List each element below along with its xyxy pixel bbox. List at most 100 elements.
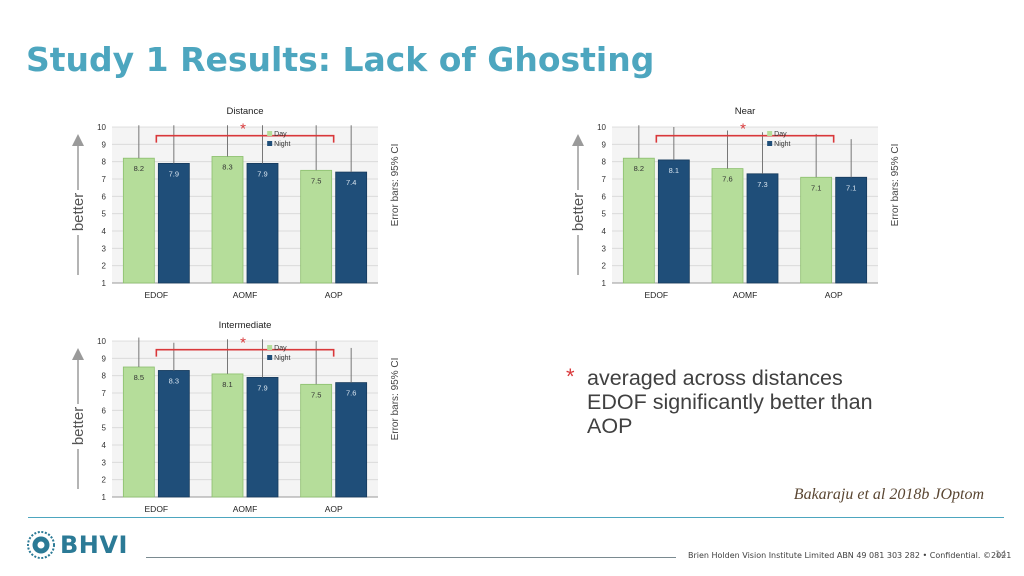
- bar-night: [157, 370, 190, 498]
- slide-title: Study 1 Results: Lack of Ghosting: [26, 40, 655, 79]
- chart-title: Distance: [227, 106, 264, 117]
- y-tick-label: 10: [597, 123, 606, 132]
- bar-night: [157, 163, 190, 284]
- legend-swatch: [767, 141, 773, 146]
- data-label: 8.2: [134, 164, 144, 173]
- x-tick-label: EDOF: [645, 290, 669, 300]
- data-label: 7.6: [722, 175, 732, 184]
- y-tick-label: 10: [97, 337, 106, 346]
- data-label: 8.2: [634, 164, 644, 173]
- data-label: 7.4: [346, 178, 356, 187]
- bar-night: [835, 176, 868, 284]
- y-tick-label: 8: [102, 372, 107, 381]
- legend-label: Night: [274, 141, 290, 148]
- y-axis-label: better: [70, 407, 87, 445]
- legend-label: Night: [274, 355, 290, 362]
- y-tick-label: 1: [102, 279, 107, 288]
- data-label: 7.9: [257, 169, 267, 178]
- y-tick-label: 9: [102, 140, 107, 149]
- better-arrow-head: [72, 134, 84, 146]
- y-tick-label: 10: [97, 123, 106, 132]
- x-tick-label: AOMF: [733, 290, 758, 300]
- legend-label: Day: [274, 131, 287, 138]
- better-arrow-head: [72, 348, 84, 360]
- bar-day: [300, 169, 333, 284]
- legend-swatch: [267, 141, 273, 146]
- y-tick-label: 7: [602, 175, 607, 184]
- legend-swatch: [267, 345, 273, 350]
- bar-day: [122, 157, 155, 284]
- bar-night: [246, 377, 279, 498]
- significance-star: *: [740, 121, 746, 138]
- data-label: 7.1: [811, 183, 821, 192]
- chart-title: Near: [735, 106, 756, 117]
- y-tick-label: 5: [602, 210, 607, 219]
- note-line-2: EDOF significantly better than: [587, 390, 873, 414]
- y-axis-label: better: [570, 193, 587, 231]
- y-tick-label: 1: [102, 493, 107, 502]
- y-tick-label: 8: [102, 158, 107, 167]
- y-tick-label: 4: [602, 227, 607, 236]
- chart-near: Near 1 2 3 4 5 6 7 8 9 10 8.2 8.1 EDOF 7.6 7.3 AOMF 7.1 7.…: [570, 106, 901, 300]
- y-tick-label: 4: [102, 441, 107, 450]
- footer-line: [146, 557, 676, 558]
- bar-day: [211, 373, 244, 498]
- y-tick-label: 2: [102, 262, 107, 271]
- x-tick-label: AOMF: [233, 290, 258, 300]
- bar-night: [746, 173, 779, 284]
- y-tick-label: 7: [102, 389, 107, 398]
- x-tick-label: AOMF: [233, 504, 258, 514]
- legend-label: Day: [774, 131, 787, 138]
- legend-label: Day: [274, 345, 287, 352]
- y-tick-label: 9: [102, 354, 107, 363]
- y-tick-label: 5: [102, 210, 107, 219]
- error-bars-label: Error bars: 95% CI: [390, 144, 401, 227]
- data-label: 7.1: [846, 183, 856, 192]
- x-tick-label: EDOF: [145, 290, 169, 300]
- significance-star: *: [240, 121, 246, 138]
- x-tick-label: AOP: [325, 504, 343, 514]
- data-label: 7.3: [757, 180, 767, 189]
- significance-bracket: [155, 348, 335, 357]
- footer-text: Brien Holden Vision Institute Limited AB…: [688, 551, 1012, 560]
- legend-label: Night: [774, 141, 790, 148]
- bhvi-logo: BHVI: [26, 530, 128, 560]
- y-tick-label: 6: [102, 406, 107, 415]
- bar-night: [657, 159, 690, 284]
- page-number: 14: [995, 550, 1007, 560]
- chart-title: Intermediate: [219, 320, 272, 331]
- plot-area: [612, 127, 878, 283]
- plot-area: [112, 127, 378, 283]
- significance-star: *: [240, 335, 246, 352]
- logo-text: BHVI: [60, 531, 128, 559]
- bar-day: [800, 176, 833, 284]
- footer-divider: [28, 517, 1004, 518]
- note-line-3: AOP: [587, 414, 633, 438]
- y-tick-label: 2: [602, 262, 607, 271]
- bar-night: [335, 382, 368, 498]
- bar-night: [335, 171, 368, 284]
- y-tick-label: 3: [102, 458, 107, 467]
- chart-distance: Distance 1 2 3 4 5 6 7 8 9 10 8.2 7.9 EDOF 8.3 7.9 AOMF 7…: [70, 106, 401, 300]
- x-tick-label: EDOF: [145, 504, 169, 514]
- y-tick-label: 7: [102, 175, 107, 184]
- data-label: 7.5: [311, 390, 321, 399]
- data-label: 7.9: [257, 383, 267, 392]
- data-label: 7.6: [346, 389, 356, 398]
- better-arrow-head: [572, 134, 584, 146]
- error-bars-label: Error bars: 95% CI: [390, 358, 401, 441]
- y-tick-label: 9: [602, 140, 607, 149]
- data-label: 8.3: [169, 376, 179, 385]
- legend-swatch: [267, 131, 273, 136]
- note-star: *: [566, 364, 575, 389]
- y-tick-label: 3: [102, 244, 107, 253]
- data-label: 7.5: [311, 176, 321, 185]
- legend-swatch: [767, 131, 773, 136]
- bar-day: [300, 383, 333, 498]
- y-tick-label: 6: [102, 192, 107, 201]
- bar-day: [711, 168, 744, 284]
- plot-area: [112, 341, 378, 497]
- legend-swatch: [267, 355, 273, 360]
- y-tick-label: 2: [102, 476, 107, 485]
- data-label: 8.3: [222, 162, 232, 171]
